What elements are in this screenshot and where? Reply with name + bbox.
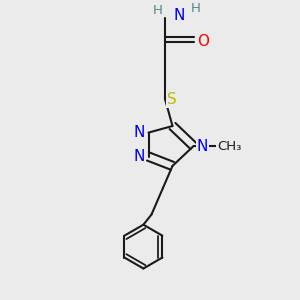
Text: N: N	[174, 8, 185, 23]
Text: CH₃: CH₃	[217, 140, 242, 153]
Text: N: N	[197, 139, 208, 154]
Text: N: N	[134, 125, 145, 140]
Text: O: O	[197, 34, 209, 50]
Text: S: S	[167, 92, 176, 106]
Text: H: H	[153, 4, 162, 17]
Text: H: H	[191, 2, 201, 16]
Text: N: N	[134, 149, 145, 164]
